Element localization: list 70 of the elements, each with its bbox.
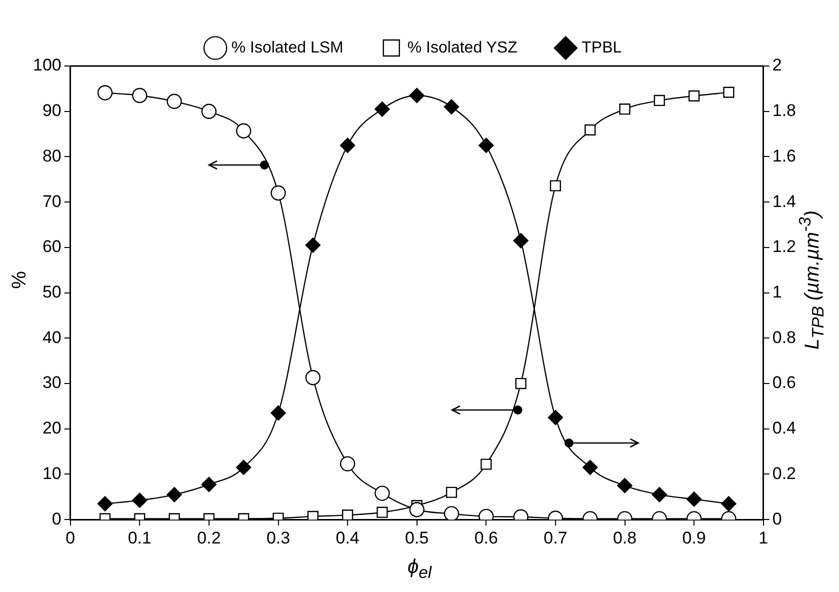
point bbox=[478, 138, 494, 153]
y2-tick-label: 1.6 bbox=[772, 146, 796, 166]
point bbox=[236, 460, 252, 476]
y2-tick-label: 1.4 bbox=[772, 192, 796, 211]
point bbox=[270, 405, 286, 421]
point bbox=[548, 410, 564, 426]
x-tick-label: 0.2 bbox=[197, 528, 221, 548]
x-tick-label: 0.9 bbox=[682, 528, 706, 548]
y-axis-title: % bbox=[8, 271, 32, 289]
point bbox=[409, 88, 424, 104]
point bbox=[721, 496, 736, 512]
point bbox=[688, 90, 700, 102]
point bbox=[374, 101, 390, 117]
y2-tick-label: 2 bbox=[772, 56, 782, 75]
point bbox=[236, 123, 252, 138]
y-tick-label: 70 bbox=[42, 192, 62, 211]
point bbox=[617, 478, 632, 494]
point bbox=[513, 233, 528, 248]
x-tick-label: 0.7 bbox=[544, 528, 568, 548]
point bbox=[686, 492, 702, 507]
point bbox=[201, 476, 217, 492]
y-tick-label: 20 bbox=[42, 418, 62, 438]
y2-tick-label: 1.2 bbox=[772, 237, 796, 256]
point bbox=[166, 487, 182, 502]
x-tick-label: 0.3 bbox=[266, 528, 290, 548]
x-tick-label: 0 bbox=[66, 528, 76, 548]
x-tick-label: 0.1 bbox=[128, 528, 152, 548]
point bbox=[619, 104, 630, 115]
y-tick-label: 40 bbox=[42, 328, 62, 347]
point bbox=[654, 94, 665, 106]
point bbox=[550, 180, 562, 192]
point bbox=[97, 85, 113, 100]
point bbox=[584, 124, 596, 136]
y-tick-label: 30 bbox=[42, 373, 62, 392]
x-tick-label: 0.5 bbox=[405, 528, 429, 548]
point bbox=[305, 238, 321, 253]
x-tick-label: 0.6 bbox=[474, 528, 498, 548]
point bbox=[723, 86, 734, 98]
legend-label: % Isolated LSM bbox=[231, 39, 344, 56]
y2-tick-label: 0.8 bbox=[772, 328, 796, 347]
y2-tick-label: 0 bbox=[772, 509, 782, 528]
point bbox=[307, 510, 318, 520]
y-tick-label: 80 bbox=[42, 146, 62, 166]
point bbox=[444, 99, 460, 114]
y-tick-label: 50 bbox=[42, 282, 62, 302]
point bbox=[652, 487, 668, 502]
x-tick-label: 0.4 bbox=[336, 528, 360, 548]
y2-tick-label: 1 bbox=[772, 282, 782, 302]
y2-tick-label: 1.8 bbox=[772, 101, 796, 120]
y2-tick-label: 0.6 bbox=[772, 373, 796, 392]
x-tick-label: 0.8 bbox=[612, 528, 637, 548]
y-tick-label: 90 bbox=[42, 101, 62, 120]
x-tick-label: 1 bbox=[758, 528, 768, 548]
point bbox=[270, 185, 286, 201]
legend-label: TPBL bbox=[582, 39, 622, 56]
point bbox=[201, 104, 217, 119]
y-tick-label: 100 bbox=[32, 56, 62, 75]
x-axis-title: ϕ$_{el}$ bbox=[406, 556, 433, 583]
point bbox=[97, 496, 113, 512]
y-tick-label: 60 bbox=[42, 237, 62, 256]
legend-label: % Isolated YSZ bbox=[407, 39, 518, 56]
point bbox=[132, 88, 148, 104]
point bbox=[166, 94, 182, 109]
y2-tick-label: 0.2 bbox=[772, 464, 796, 483]
point bbox=[340, 138, 356, 153]
point bbox=[132, 492, 148, 508]
y2-tick-label: 0.4 bbox=[772, 418, 796, 438]
y-tick-label: 0 bbox=[52, 509, 62, 528]
y-tick-label: 10 bbox=[42, 464, 62, 483]
point bbox=[582, 460, 598, 476]
